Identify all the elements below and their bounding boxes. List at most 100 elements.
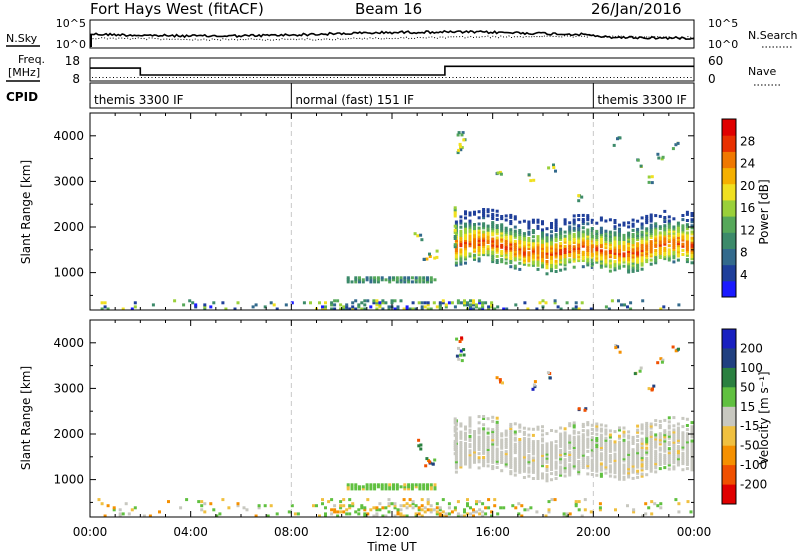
data-cell	[518, 231, 522, 234]
data-cell	[526, 508, 530, 512]
data-cell	[681, 425, 685, 429]
data-cell	[428, 252, 431, 256]
data-cell	[454, 261, 458, 265]
data-cell	[631, 470, 635, 474]
data-cell	[649, 463, 653, 467]
data-cell	[627, 239, 631, 243]
data-cell	[685, 225, 689, 229]
data-cell	[453, 446, 457, 450]
data-cell	[392, 483, 395, 487]
data-cell	[667, 240, 671, 244]
data-cell	[513, 459, 517, 463]
data-cell	[513, 461, 517, 465]
data-cell	[627, 457, 631, 460]
data-cell	[527, 427, 531, 431]
data-cell	[342, 305, 346, 309]
data-cell	[636, 246, 640, 250]
data-cell	[690, 248, 694, 252]
data-cell	[393, 299, 397, 303]
data-cell	[426, 500, 430, 504]
data-cell	[627, 465, 631, 469]
data-cell	[636, 238, 640, 242]
data-cell	[392, 278, 395, 282]
data-cell	[690, 257, 694, 261]
data-cell	[627, 241, 631, 245]
data-cell	[547, 508, 551, 512]
data-cell	[478, 508, 482, 512]
data-cell	[405, 506, 409, 510]
data-cell	[604, 428, 608, 432]
data-cell	[554, 270, 558, 273]
data-cell	[504, 228, 508, 232]
data-cell	[577, 224, 581, 228]
data-cell	[650, 175, 654, 179]
data-cell	[541, 476, 544, 480]
data-cell	[339, 504, 343, 508]
data-cell	[676, 258, 680, 262]
data-cell	[690, 435, 694, 439]
data-cell	[577, 228, 581, 232]
data-cell	[559, 451, 563, 455]
data-cell	[559, 256, 563, 260]
data-cell	[572, 265, 576, 269]
data-cell	[541, 462, 544, 466]
data-cell	[667, 455, 671, 459]
colorbar-swatch	[722, 280, 736, 298]
data-cell	[577, 443, 581, 447]
data-cell	[491, 256, 495, 259]
data-cell	[464, 232, 467, 236]
data-cell	[536, 448, 540, 452]
data-cell	[468, 424, 472, 428]
data-cell	[482, 415, 486, 418]
data-cell	[509, 232, 513, 236]
data-cell	[438, 514, 442, 518]
data-cell	[572, 220, 576, 224]
data-cell	[595, 424, 599, 428]
data-cell	[636, 229, 640, 233]
data-cell	[531, 477, 535, 480]
data-cell	[608, 245, 612, 248]
data-cell	[500, 215, 504, 218]
data-cell	[459, 258, 463, 262]
data-cell	[554, 222, 558, 226]
data-cell	[645, 463, 649, 466]
data-cell	[554, 249, 558, 253]
data-cell	[590, 466, 594, 470]
data-cell	[500, 438, 504, 442]
data-cell	[563, 218, 567, 222]
data-cell	[393, 514, 397, 518]
data-cell	[478, 500, 482, 504]
data-cell	[599, 255, 603, 259]
data-cell	[399, 512, 403, 516]
data-cell	[572, 241, 576, 245]
data-cell	[388, 276, 392, 280]
data-cell	[636, 469, 640, 473]
data-cell	[453, 214, 457, 218]
data-cell	[627, 245, 631, 249]
data-cell	[676, 246, 680, 250]
data-cell	[454, 253, 458, 257]
data-cell	[482, 240, 486, 244]
colorbar-swatch	[722, 329, 736, 349]
data-cell	[640, 263, 644, 267]
data-cell	[346, 483, 350, 487]
data-cell	[608, 468, 612, 472]
data-cell	[478, 512, 482, 516]
data-cell	[419, 447, 423, 451]
data-cell	[396, 512, 400, 516]
data-cell	[504, 464, 508, 468]
data-cell	[604, 447, 608, 450]
data-cell	[545, 233, 549, 237]
data-cell	[504, 239, 508, 242]
data-cell	[649, 236, 653, 239]
data-cell	[414, 504, 418, 508]
data-cell	[559, 444, 563, 448]
data-cell	[618, 242, 621, 245]
data-cell	[473, 255, 476, 259]
data-cell	[509, 215, 513, 219]
data-cell	[595, 451, 599, 455]
data-cell	[504, 245, 508, 249]
data-cell	[613, 442, 617, 446]
data-cell	[654, 224, 658, 228]
data-cell	[559, 469, 563, 473]
